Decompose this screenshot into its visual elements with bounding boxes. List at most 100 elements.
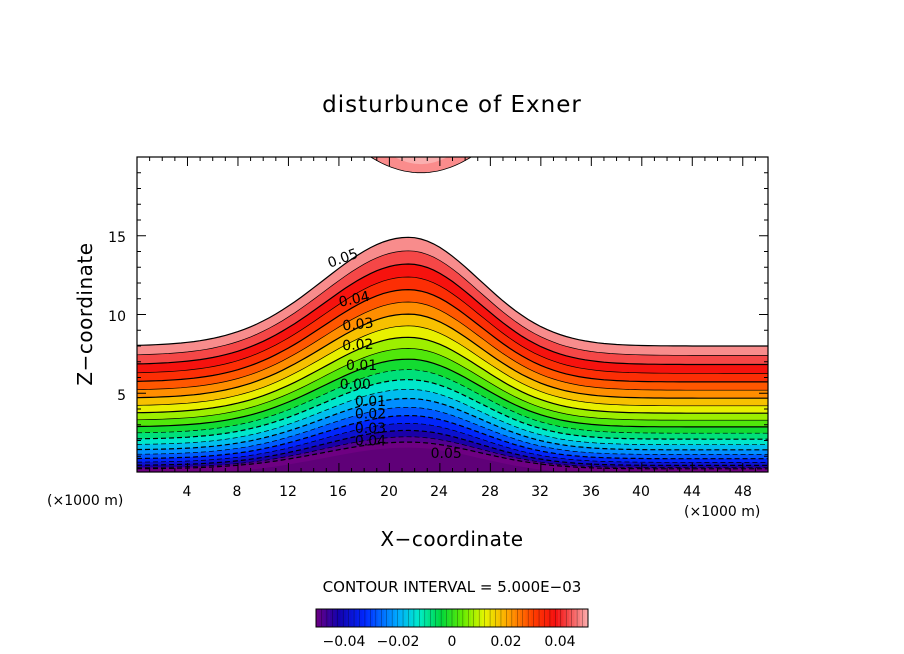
colorbar-cell	[479, 609, 483, 627]
contour-line	[137, 388, 768, 446]
colorbar-cell	[405, 609, 409, 627]
colorbar-cell	[563, 609, 567, 627]
contour-label-text: 0.01	[346, 358, 377, 374]
contour-label: 0.03	[342, 315, 375, 334]
y-tick-label: 5	[117, 388, 126, 404]
colorbar-cell	[370, 609, 374, 627]
contour-line	[137, 378, 768, 440]
colorbar-tick-label: 0	[448, 634, 457, 650]
colorbar-cell	[481, 609, 485, 627]
y-axis-label: Z−coordinate	[73, 242, 97, 385]
colorbar-cell	[528, 609, 532, 627]
colorbar-cell	[413, 609, 417, 627]
contour-label-text: 0.02	[342, 337, 374, 355]
contour-label: 0.01	[355, 394, 386, 410]
colorbar-cell	[381, 609, 385, 627]
colorbar-cell	[552, 609, 556, 627]
colorbar-cell	[503, 609, 507, 627]
upper-contour-line	[370, 157, 472, 174]
colorbar-cell	[384, 609, 388, 627]
contour-interval-label: CONTOUR INTERVAL = 5.000E−03	[323, 578, 582, 596]
contour-label-text: 0.03	[355, 421, 386, 437]
contour-line	[137, 336, 768, 414]
contour-label: 0.04	[355, 434, 386, 450]
contour-label: 0.00	[340, 377, 371, 393]
colorbar-cell	[422, 609, 426, 627]
colorbar-cell	[558, 609, 562, 627]
colorbar-cell	[511, 609, 515, 627]
contour-band	[137, 447, 768, 472]
colorbar-cell	[484, 609, 488, 627]
colorbar-cell	[419, 609, 423, 627]
contour-label: 0.02	[355, 407, 386, 423]
x-tick-label: 20	[380, 484, 398, 500]
contour-line	[137, 406, 768, 455]
x-axis-label: X−coordinate	[380, 527, 523, 551]
colorbar-cell	[454, 609, 458, 627]
colorbar-cell	[394, 609, 398, 627]
colorbar-tick-labels: −0.04 −0.02 0 0.02 0.04	[323, 634, 576, 650]
colorbar-cell	[577, 609, 581, 627]
colorbar-cell	[316, 609, 320, 627]
colorbar-cell	[582, 609, 586, 627]
colorbar-cell	[495, 609, 499, 627]
y-tick-label: 10	[108, 309, 126, 325]
contour-fill-layer	[137, 157, 768, 472]
x-tick-label: 12	[279, 484, 297, 500]
contour-line	[137, 422, 768, 463]
colorbar-cell	[530, 609, 534, 627]
x-tick-label: 28	[481, 484, 499, 500]
colorbar-cell	[487, 609, 491, 627]
colorbar-cell	[525, 609, 529, 627]
contour-line	[137, 348, 768, 421]
contour-label-text: 0.01	[355, 394, 386, 410]
colorbar-cell	[571, 609, 575, 627]
colorbar-cell	[468, 609, 472, 627]
colorbar-cell	[498, 609, 502, 627]
colorbar-cell	[547, 609, 551, 627]
chart-title: disturbunce of Exner	[322, 92, 582, 118]
contour-label: 0.03	[355, 421, 386, 437]
colorbar-cell	[568, 609, 572, 627]
colorbar-cell	[465, 609, 469, 627]
colorbar-cell	[332, 609, 336, 627]
colorbar-cell	[362, 609, 366, 627]
colorbar-cell	[473, 609, 477, 627]
x-tick-label: 24	[430, 484, 448, 500]
colorbar-cell	[462, 609, 466, 627]
colorbar-cell	[585, 609, 589, 627]
colorbar-cell	[435, 609, 439, 627]
colorbar-cell	[397, 609, 401, 627]
colorbar-cell	[424, 609, 428, 627]
colorbar-cell	[326, 609, 330, 627]
colorbar-cell	[345, 609, 349, 627]
colorbar-cell	[375, 609, 379, 627]
colorbar-cell	[533, 609, 537, 627]
colorbar-cell	[356, 609, 360, 627]
contour-line	[137, 301, 768, 391]
colorbar-cell	[549, 609, 553, 627]
colorbar-cell	[438, 609, 442, 627]
colorbar-cell	[500, 609, 504, 627]
colorbar-cell	[337, 609, 341, 627]
colorbar-cell	[324, 609, 328, 627]
y-tick-label: 15	[108, 230, 126, 246]
colorbar-cell	[544, 609, 548, 627]
contour-label-text: 0.00	[340, 377, 371, 393]
colorbar-cell	[541, 609, 545, 627]
contour-line	[137, 250, 768, 356]
contour-line	[137, 288, 768, 383]
colorbar-cell	[400, 609, 404, 627]
colorbar	[315, 608, 589, 628]
colorbar-tick-label: 0.02	[490, 634, 521, 650]
x-tick-labels: 4 8 12 16 20 24 28 32 36 40 44 48	[183, 484, 752, 500]
contour-line	[137, 429, 768, 466]
contour-label-text: 0.05	[431, 446, 462, 462]
colorbar-cell	[471, 609, 475, 627]
colorbar-cell	[367, 609, 371, 627]
contour-label-text: 0.03	[342, 315, 375, 334]
colorbar-cell	[378, 609, 382, 627]
upper-contour-lobe	[370, 157, 472, 173]
colorbar-cell	[449, 609, 453, 627]
